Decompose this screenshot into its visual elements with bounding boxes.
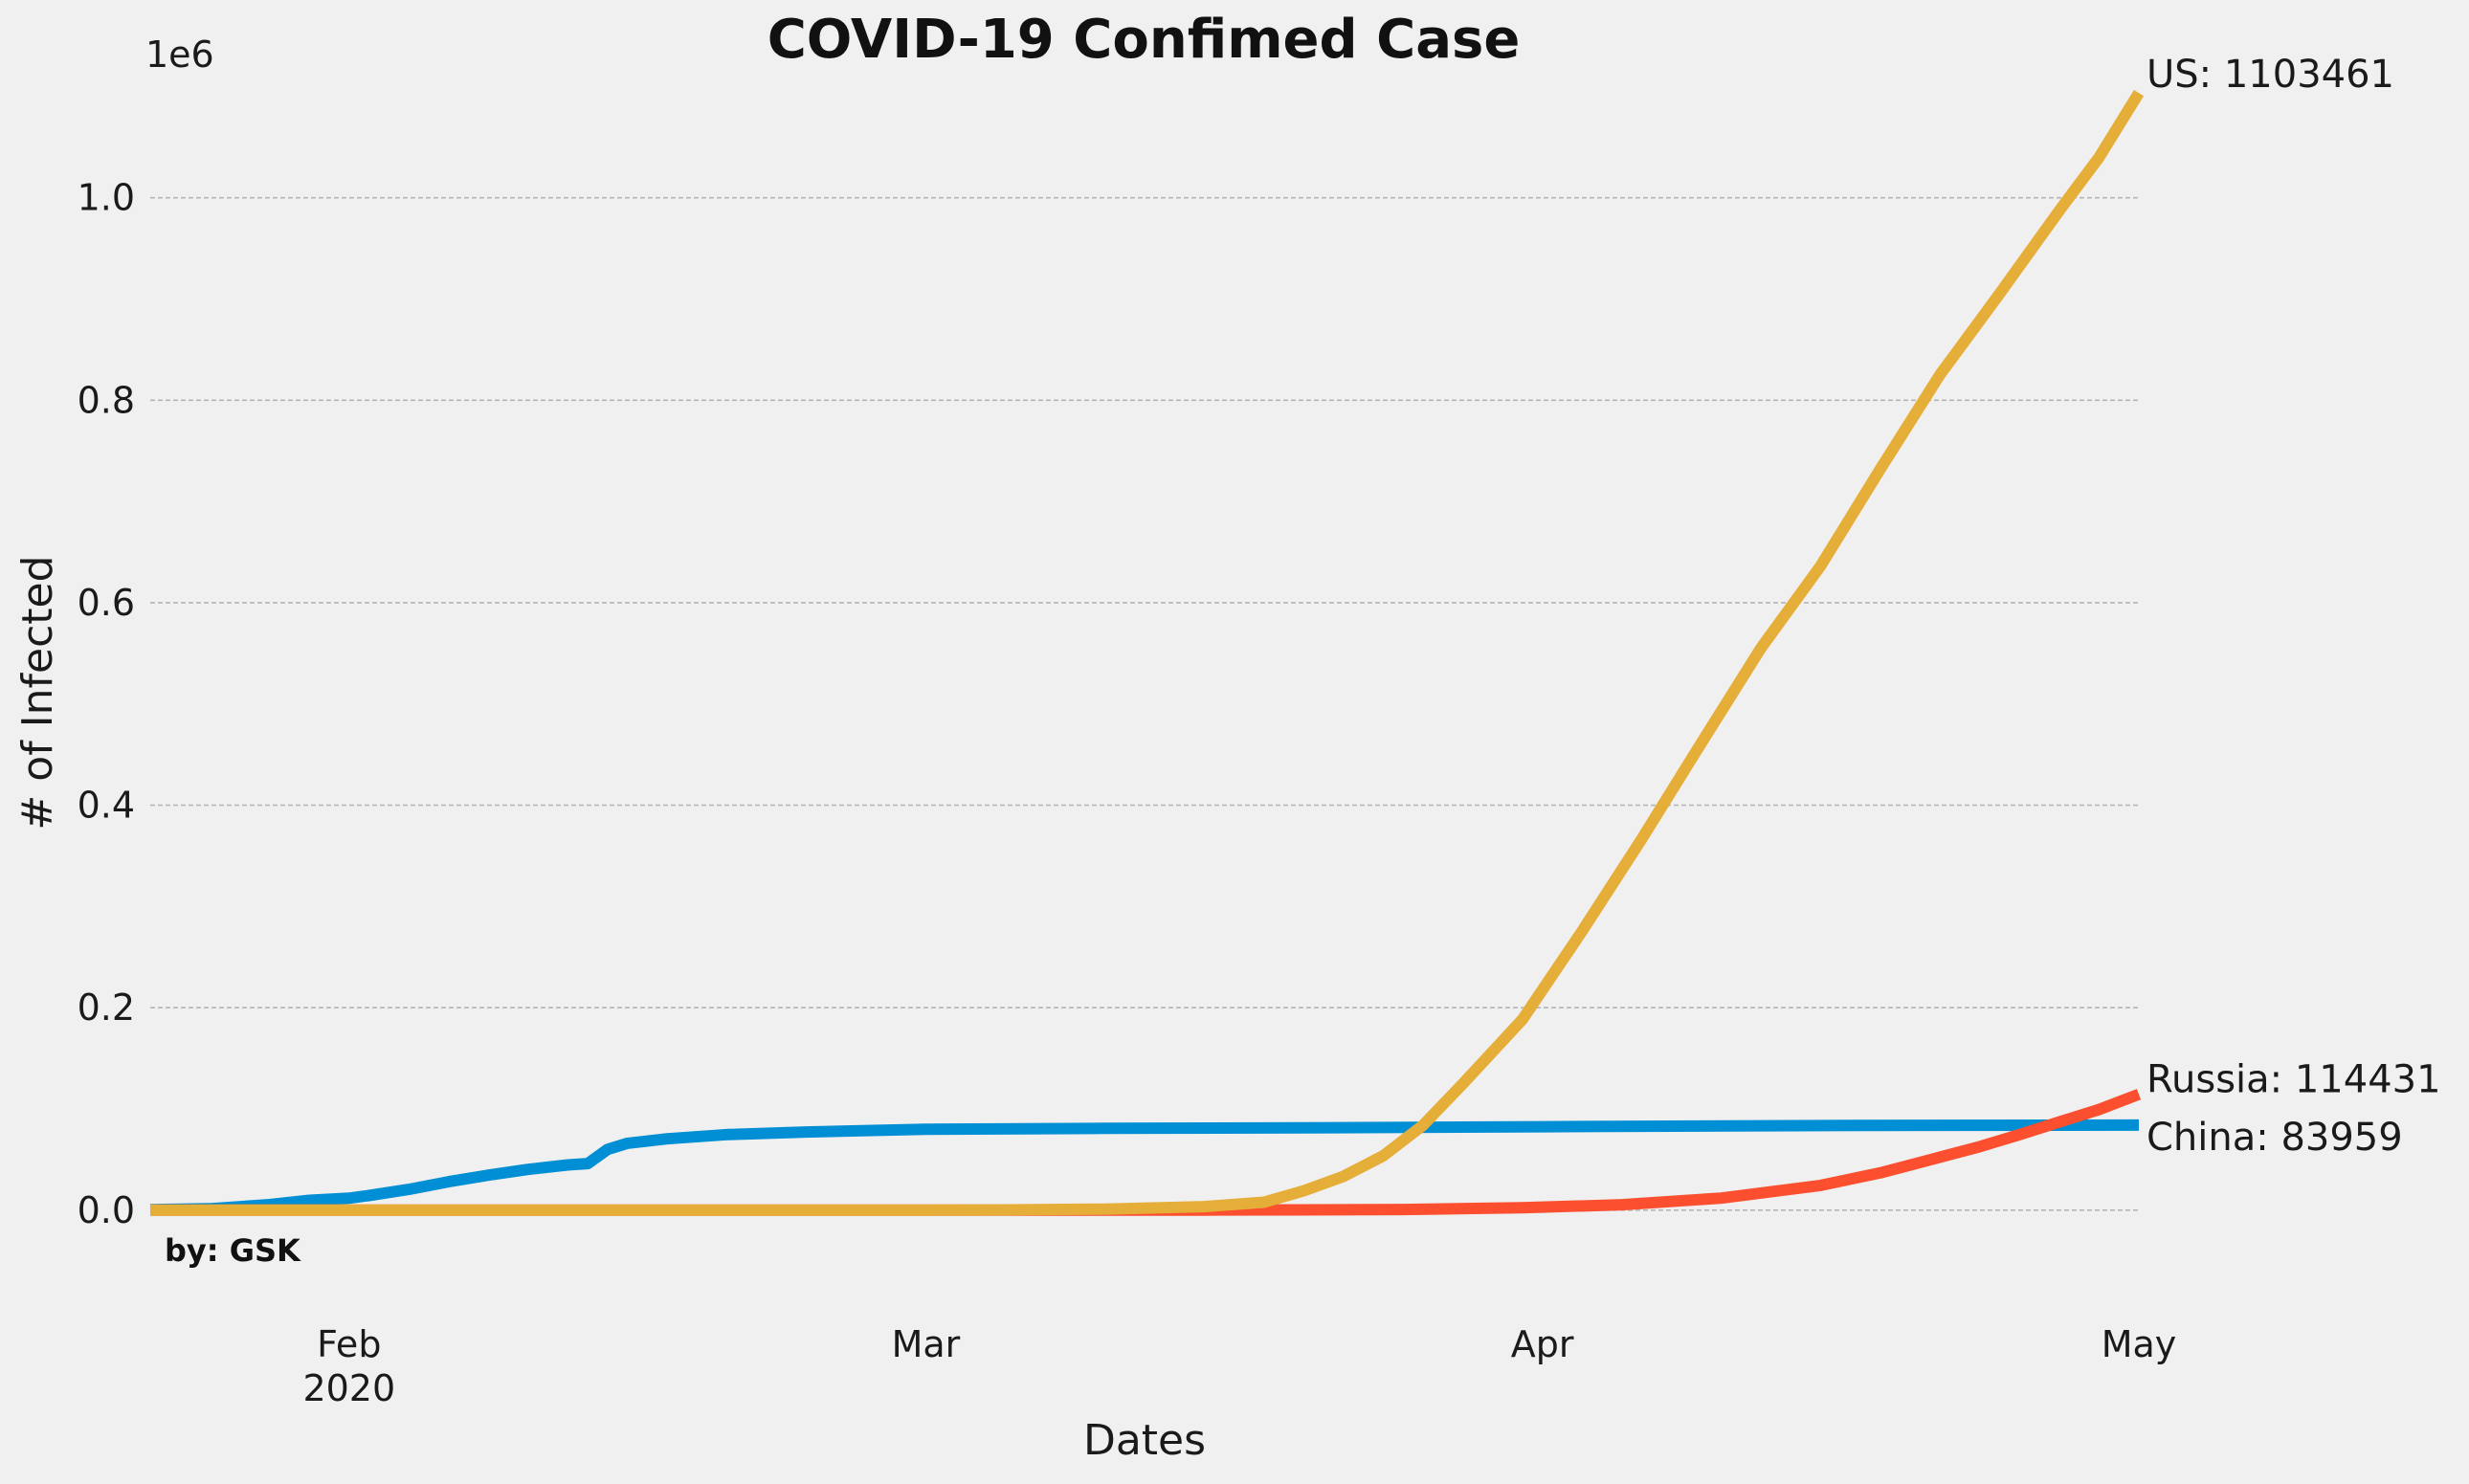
y-tick-label: 0.6 bbox=[78, 582, 135, 624]
end-label-russia: Russia: 114431 bbox=[2146, 1058, 2441, 1102]
y-tick-label: 0.2 bbox=[78, 986, 135, 1029]
grid bbox=[150, 196, 2139, 1211]
y-axis-multiplier: 1e6 bbox=[145, 33, 214, 76]
x-tick-label: May bbox=[2102, 1323, 2177, 1365]
series-line-russia bbox=[149, 1089, 2142, 1216]
x-axis-label: Dates bbox=[1083, 1416, 1206, 1465]
y-tick-label: 0.0 bbox=[78, 1189, 135, 1231]
y-tick-label: 0.8 bbox=[78, 379, 135, 421]
y-axis-label: # of Infected bbox=[13, 555, 62, 830]
x-tick-label: Apr bbox=[1511, 1323, 1574, 1365]
y-axis-ticks: 0.0 0.2 0.4 0.6 0.8 1.0 bbox=[78, 177, 135, 1231]
end-label-china: China: 83959 bbox=[2146, 1116, 2403, 1160]
credit-text: by: GSK bbox=[165, 1232, 301, 1269]
end-labels: China: 83959 Russia: 114431 US: 1103461 bbox=[2146, 53, 2441, 1160]
series-lines bbox=[149, 90, 2145, 1216]
x-tick-sublabel: 2020 bbox=[302, 1367, 395, 1409]
x-tick-label: Feb bbox=[317, 1323, 381, 1365]
series-line-us bbox=[149, 90, 2145, 1216]
series-line-china bbox=[149, 1119, 2140, 1216]
end-label-us: US: 1103461 bbox=[2146, 53, 2394, 97]
chart-title: COVID-19 Confimed Case bbox=[767, 9, 1521, 71]
y-tick-label: 1.0 bbox=[78, 177, 135, 219]
y-tick-label: 0.4 bbox=[78, 785, 135, 827]
x-tick-label: Mar bbox=[892, 1323, 961, 1365]
